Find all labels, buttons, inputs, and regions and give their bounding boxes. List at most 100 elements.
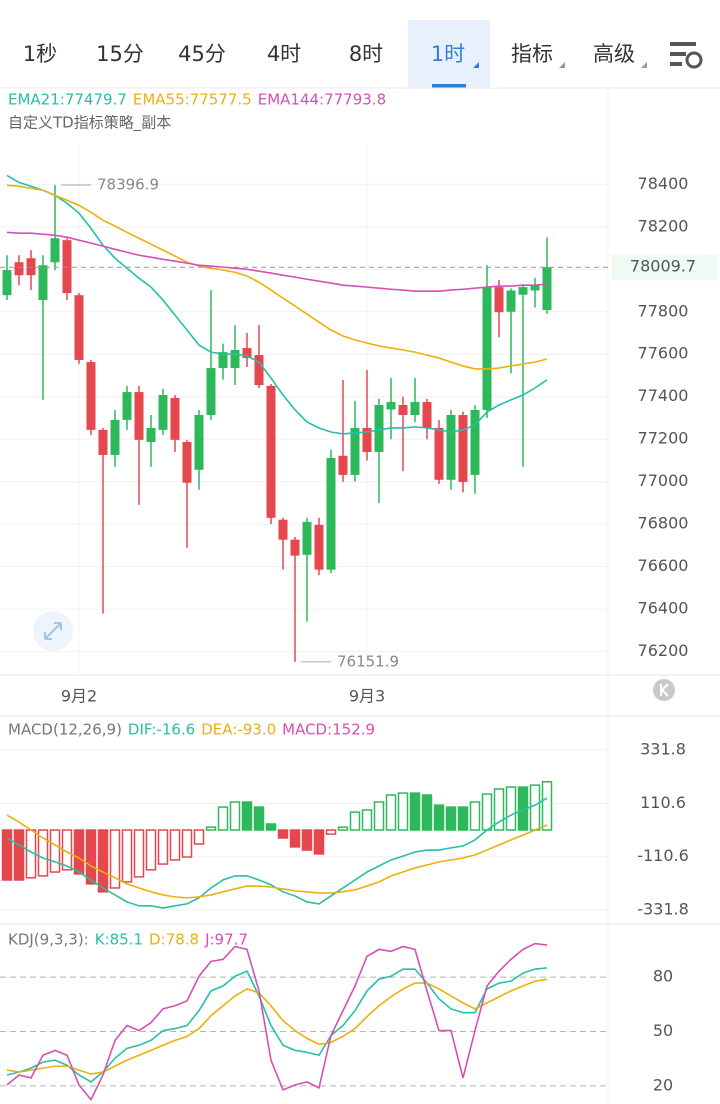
- legend-entry: DEA:-93.0: [201, 721, 276, 739]
- macd-bar: [37, 829, 49, 877]
- expand-button[interactable]: [33, 611, 73, 651]
- indicator-line: [6, 184, 548, 370]
- tab[interactable]: 指标: [511, 42, 553, 66]
- extreme-label: 78396.9: [97, 175, 159, 193]
- macd-bar: [529, 784, 541, 831]
- macd-bar: [505, 786, 517, 831]
- y-tick-label: 77200: [638, 429, 689, 448]
- candle-body: [158, 395, 168, 430]
- legend-entry: EMA55:77577.5: [133, 91, 252, 109]
- tab[interactable]: 15分: [96, 42, 144, 66]
- legend-entry: D:78.8: [149, 931, 199, 949]
- candle-body: [506, 290, 516, 312]
- selected-tab-bg: [408, 20, 490, 88]
- macd-bar: [13, 829, 25, 881]
- tab[interactable]: 4时: [267, 42, 301, 66]
- macd-bar: [445, 806, 457, 831]
- candle-body: [242, 348, 252, 359]
- indicator-line: [6, 231, 548, 292]
- y-tick-label: 110.6: [640, 793, 686, 812]
- selected-tab-indicator: [432, 84, 466, 88]
- y-tick-label: 76400: [638, 599, 689, 618]
- y-tick-label: 78400: [638, 174, 689, 193]
- macd-bar: [253, 806, 265, 831]
- candle-body: [62, 240, 72, 294]
- macd-bar: [457, 806, 469, 831]
- y-tick-label: 20: [653, 1075, 673, 1094]
- candle-body: [206, 368, 216, 415]
- last-price-label: 78009.7: [630, 257, 696, 276]
- candle-body: [2, 270, 12, 296]
- indicator-line: [6, 942, 548, 1102]
- tab[interactable]: 8时: [349, 42, 383, 66]
- tab-bar: [408, 20, 703, 88]
- macd-bar: [1, 829, 13, 881]
- y-tick-label: 50: [653, 1021, 673, 1040]
- macd-bar: [169, 829, 181, 861]
- macd-bar: [349, 811, 361, 831]
- y-tick-label: -110.6: [637, 846, 689, 865]
- macd-bar: [493, 788, 505, 831]
- macd-bar: [361, 809, 373, 831]
- candle-body: [182, 441, 192, 483]
- candle-body: [434, 427, 444, 480]
- subtitle: 自定义TD指标策略_副本: [8, 114, 171, 133]
- macd-bar: [385, 794, 397, 831]
- tab[interactable]: 45分: [178, 42, 226, 66]
- candle-body: [530, 285, 540, 291]
- macd-bar: [397, 792, 409, 831]
- legend-entry: EMA144:77793.8: [258, 91, 386, 109]
- macd-bar: [109, 829, 121, 889]
- macd-bar: [265, 823, 277, 831]
- y-tick-label: 77000: [638, 471, 689, 490]
- macd-bar: [421, 794, 433, 831]
- tab[interactable]: 1秒: [23, 42, 57, 66]
- macd-bar: [157, 829, 169, 865]
- last-price-box: [612, 254, 718, 281]
- candle-body: [386, 402, 396, 410]
- macd-bar: [433, 804, 445, 831]
- icon-gear: [685, 51, 703, 69]
- indicator-line: [6, 814, 548, 899]
- x-tick-label: 9月3: [349, 687, 385, 706]
- scroll-latest-button[interactable]: [653, 679, 675, 701]
- tab[interactable]: 1时: [431, 42, 465, 66]
- candle-body: [470, 409, 480, 475]
- candle-body: [410, 402, 420, 415]
- settings-icon[interactable]: [670, 42, 703, 69]
- candle-body: [374, 405, 384, 452]
- legend-entry: EMA21:77479.7: [8, 91, 127, 109]
- y-tick-label: 76200: [638, 641, 689, 660]
- icon-bar: [670, 62, 682, 66]
- extreme-label: 76151.9: [337, 652, 399, 670]
- candle-body: [86, 362, 96, 430]
- candle-body: [362, 427, 372, 452]
- indicator-line: [6, 967, 548, 1083]
- tab[interactable]: 高级: [593, 42, 635, 66]
- macd-bar: [241, 801, 253, 831]
- macd-bar: [541, 780, 553, 831]
- candle-body: [458, 414, 468, 482]
- macd-bar: [313, 829, 325, 855]
- candle-body: [170, 397, 180, 440]
- macd-bar: [85, 829, 97, 885]
- candle-body: [350, 427, 360, 475]
- candle-body: [446, 414, 456, 480]
- macd-bar: [217, 806, 229, 831]
- y-tick-label: 77600: [638, 344, 689, 363]
- candle-body: [122, 392, 132, 420]
- macd-bar: [49, 829, 61, 873]
- macd-bar: [145, 829, 157, 871]
- tab-dropdown-mark: [559, 62, 565, 68]
- macd-bar: [325, 829, 337, 835]
- legend-entry: J:97.7: [204, 931, 248, 949]
- y-tick-label: 331.8: [640, 739, 686, 758]
- legend-entry: MACD(12,26,9): [8, 721, 122, 739]
- candle-body: [278, 519, 288, 540]
- candle-body: [518, 287, 528, 295]
- candle-body: [98, 429, 108, 455]
- x-tick-label: 9月2: [61, 687, 97, 706]
- macd-bar: [133, 829, 145, 878]
- candle-body: [398, 405, 408, 415]
